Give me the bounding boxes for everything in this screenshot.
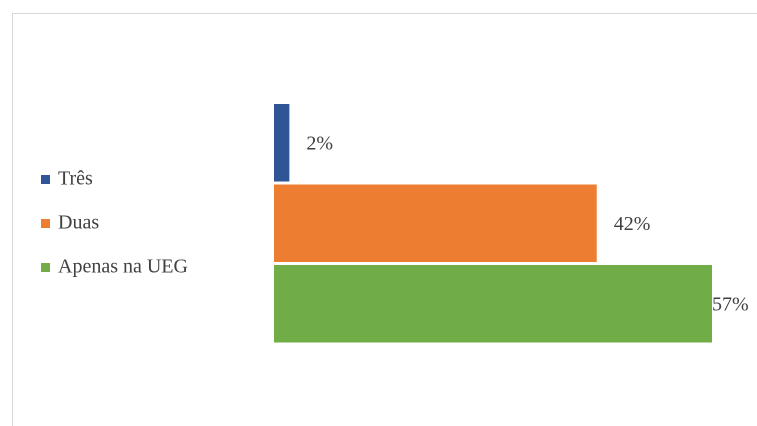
bar bbox=[274, 104, 290, 182]
legend-label: Apenas na UEG bbox=[58, 256, 188, 278]
legend-swatch bbox=[41, 263, 50, 272]
data-label: 2% bbox=[306, 132, 333, 154]
bar bbox=[274, 265, 712, 343]
data-label: 57% bbox=[712, 293, 749, 315]
bar bbox=[274, 184, 597, 262]
legend-label: Três bbox=[58, 168, 93, 190]
legend-swatch bbox=[41, 219, 50, 228]
data-label: 42% bbox=[614, 213, 651, 235]
legend-swatch bbox=[41, 175, 50, 184]
legend-label: Duas bbox=[58, 212, 99, 234]
